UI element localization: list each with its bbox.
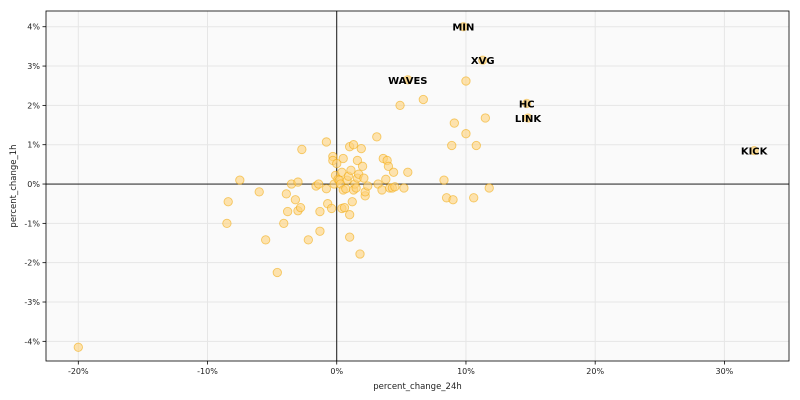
scatter-point — [345, 232, 355, 242]
x-tick-label: -20% — [68, 367, 89, 376]
x-tick-label: -10% — [197, 367, 218, 376]
scatter-point — [290, 195, 301, 205]
scatter-point — [345, 210, 355, 220]
scatter-point — [346, 165, 356, 175]
scatter-point — [363, 181, 373, 191]
x-tick-label: 10% — [457, 367, 475, 376]
labeled-scatter-point — [478, 55, 488, 65]
scatter-point — [315, 226, 325, 236]
point-label-link: LINK — [515, 114, 542, 125]
labeled-scatter-point — [403, 75, 413, 85]
scatter-point — [321, 184, 332, 194]
scatter-point — [403, 167, 413, 177]
scatter-point — [272, 267, 282, 278]
scatter-point — [447, 140, 457, 151]
scatter-point — [351, 183, 361, 193]
point-label-hc: HC — [519, 99, 535, 110]
labeled-scatter-point — [458, 22, 469, 32]
scatter-point — [484, 183, 494, 193]
y-tick-label: 3% — [27, 62, 40, 71]
y-tick-label: 4% — [27, 23, 40, 32]
scatter-point — [222, 218, 232, 229]
labeled-scatter-point — [749, 145, 759, 156]
scatter-point — [372, 132, 382, 142]
scatter-point — [449, 118, 459, 128]
labeled-scatter-point — [522, 98, 532, 109]
scatter-point — [313, 179, 324, 189]
scatter-point — [381, 174, 391, 184]
scatter-point — [461, 76, 471, 86]
scatter-point — [279, 218, 289, 229]
scatter-point — [355, 249, 365, 259]
scatter-point — [293, 177, 303, 187]
scatter-point — [321, 137, 332, 147]
scatter-point — [338, 153, 348, 164]
scatter-point — [390, 182, 400, 192]
x-tick-label: 0% — [330, 367, 343, 376]
scatter-point — [439, 175, 449, 185]
scatter-point — [399, 183, 409, 193]
scatter-point — [326, 203, 337, 214]
scatter-point — [223, 197, 233, 207]
scatter-point — [352, 155, 363, 166]
scatter-point — [418, 94, 428, 105]
scatter-point — [480, 113, 490, 123]
scatter-point — [282, 206, 293, 217]
labeled-scatter-point — [523, 113, 533, 123]
scatter-point — [347, 197, 357, 207]
x-tick-label: 30% — [716, 367, 734, 376]
scatter-point — [295, 202, 306, 213]
scatter-point — [356, 143, 366, 154]
y-tick-label: -3% — [24, 298, 40, 307]
plot-area — [46, 11, 789, 361]
scatter-point — [348, 140, 359, 150]
y-tick-label: 0% — [27, 180, 40, 189]
y-tick-label: 1% — [27, 141, 40, 150]
scatter-point — [388, 167, 399, 177]
x-tick-label: 20% — [586, 367, 604, 376]
scatter-point — [297, 144, 307, 155]
scatter-point — [395, 100, 405, 111]
scatter-point — [332, 158, 342, 169]
scatter-point — [254, 187, 264, 197]
x-axis-label: percent_change_24h — [373, 382, 462, 392]
scatter-point — [471, 140, 481, 151]
point-label-kick: KICK — [741, 147, 769, 158]
y-tick-label: 2% — [27, 101, 40, 110]
y-tick-label: -4% — [24, 337, 40, 346]
point-label-xvg: XVG — [471, 56, 495, 67]
scatter-point — [315, 206, 325, 217]
scatter-point — [448, 195, 458, 205]
scatter-point — [341, 184, 351, 194]
scatter-point — [357, 161, 368, 171]
y-tick-label: -2% — [24, 259, 40, 268]
y-axis-label: percent_change_1h — [9, 144, 19, 227]
scatter-point — [377, 185, 387, 195]
scatter-point — [339, 202, 350, 213]
point-label-waves: WAVES — [388, 76, 427, 87]
scatter-point — [359, 173, 369, 183]
scatter-point — [303, 235, 313, 245]
point-label-min: MIN — [452, 23, 474, 34]
scatter-point — [73, 342, 83, 352]
scatter-point — [469, 193, 479, 203]
scatter-point — [235, 175, 245, 185]
y-tick-label: -1% — [24, 219, 40, 228]
scatter-point — [281, 189, 291, 199]
scatter-point — [383, 161, 394, 171]
scatter-point — [261, 235, 271, 245]
scatter-point — [461, 129, 471, 139]
plot-frame — [45, 10, 790, 362]
